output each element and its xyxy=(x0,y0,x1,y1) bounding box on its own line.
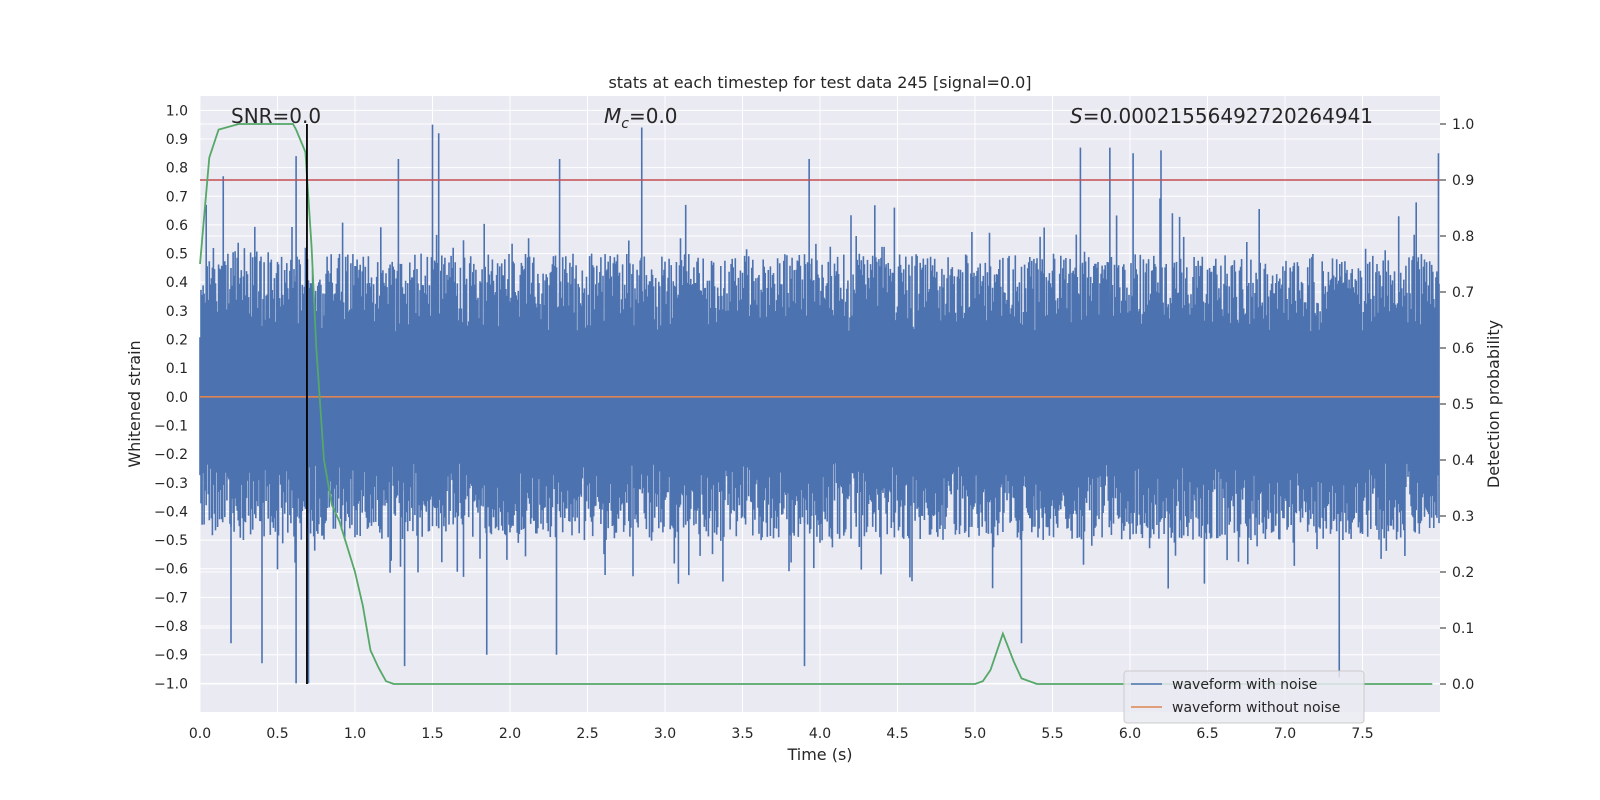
y-right-axis-label: Detection probability xyxy=(1484,320,1503,488)
score-value: =0.00021556492720264941 xyxy=(1083,104,1373,128)
score-symbol: S xyxy=(1070,104,1083,128)
x-tick-label: 2.0 xyxy=(499,726,521,742)
y-tick-label: −0.2 xyxy=(154,447,188,463)
x-axis-ticks: 0.0 0.5 1.0 1.5 2.0 2.5 3.0 3.5 4.0 4.5 5.0 5.5 6.0 6… xyxy=(189,726,1374,742)
x-tick-label: 1.5 xyxy=(421,726,443,742)
legend-label-noise: waveform with noise xyxy=(1172,677,1317,693)
y-right-tick-label: 0.8 xyxy=(1452,229,1474,245)
y-tick-label: −0.8 xyxy=(154,619,188,635)
y-right-tick-label: 0.1 xyxy=(1452,621,1474,637)
x-tick-label: 5.0 xyxy=(964,726,986,742)
x-tick-label: 4.0 xyxy=(809,726,831,742)
y-right-tick-label: 0.9 xyxy=(1452,173,1474,189)
x-tick-label: 6.5 xyxy=(1196,726,1218,742)
x-tick-label: 4.5 xyxy=(886,726,908,742)
chirp-mass-annotation: Mc=0.0 xyxy=(604,104,678,132)
chirp-mass-symbol: M xyxy=(604,104,621,128)
y-right-tick-label: 0.2 xyxy=(1452,565,1474,581)
x-tick-label: 3.0 xyxy=(654,726,676,742)
x-tick-label: 3.5 xyxy=(731,726,753,742)
y-axis-ticks: −1.0 −0.9 −0.8 −0.7 −0.6 −0.5 −0.4 −0.3 −0.2 −0.1… xyxy=(154,103,188,692)
x-tick-label: 7.5 xyxy=(1351,726,1373,742)
chirp-mass-value: =0.0 xyxy=(629,104,678,128)
x-tick-label: 5.5 xyxy=(1041,726,1063,742)
detection-probability-series xyxy=(199,123,1433,685)
legend: waveform with noise waveform without noi… xyxy=(1123,670,1365,724)
y-right-axis-ticks: 0.0 0.1 0.2 0.3 0.4 0.5 0.6 0.7 0.8 0.9 1.0 xyxy=(1440,117,1474,693)
y-right-tick-label: 0.0 xyxy=(1452,677,1474,693)
y-tick-label: 0.0 xyxy=(166,390,188,406)
chirp-mass-subscript: c xyxy=(621,116,629,132)
y-tick-label: 0.3 xyxy=(166,304,188,320)
y-right-tick-label: 0.7 xyxy=(1452,285,1474,301)
x-tick-label: 0.0 xyxy=(189,726,211,742)
y-tick-label: −0.3 xyxy=(154,476,188,492)
y-tick-label: 0.8 xyxy=(166,161,188,177)
y-tick-label: −0.9 xyxy=(154,648,188,664)
y-tick-label: 0.2 xyxy=(166,333,188,349)
x-axis-label: Time (s) xyxy=(786,745,852,764)
y-right-tick-label: 0.3 xyxy=(1452,509,1474,525)
y-tick-label: −0.7 xyxy=(154,590,188,606)
y-right-tick-label: 0.5 xyxy=(1452,397,1474,413)
x-tick-label: 6.0 xyxy=(1119,726,1141,742)
legend-box xyxy=(1123,670,1365,724)
legend-label-clean: waveform without noise xyxy=(1172,700,1340,716)
y-tick-label: −1.0 xyxy=(154,676,188,692)
x-tick-label: 7.0 xyxy=(1274,726,1296,742)
x-tick-label: 0.5 xyxy=(266,726,288,742)
y-right-tick-label: 0.4 xyxy=(1452,453,1474,469)
x-tick-label: 2.5 xyxy=(576,726,598,742)
y-right-tick-label: 0.6 xyxy=(1452,341,1474,357)
y-tick-label: 0.6 xyxy=(166,218,188,234)
x-tick-label: 1.0 xyxy=(344,726,366,742)
y-tick-label: 0.1 xyxy=(166,361,188,377)
y-tick-label: 0.4 xyxy=(166,275,188,291)
y-tick-label: 0.5 xyxy=(166,247,188,263)
y-right-tick-label: 1.0 xyxy=(1452,117,1474,133)
plot-area xyxy=(199,123,1440,685)
chart-title: stats at each timestep for test data 245… xyxy=(608,73,1031,92)
y-tick-label: 1.0 xyxy=(166,103,188,119)
y-axis-label: Whitened strain xyxy=(125,340,144,467)
score-annotation: S=0.00021556492720264941 xyxy=(1070,104,1373,128)
waveform-with-noise-series xyxy=(199,198,1440,589)
y-tick-label: −0.6 xyxy=(154,562,188,578)
y-tick-label: −0.1 xyxy=(154,418,188,434)
y-tick-label: 0.9 xyxy=(166,132,188,148)
y-tick-label: 0.7 xyxy=(166,189,188,205)
snr-annotation: SNR=0.0 xyxy=(231,104,321,128)
y-tick-label: −0.5 xyxy=(154,533,188,549)
y-tick-label: −0.4 xyxy=(154,504,188,520)
